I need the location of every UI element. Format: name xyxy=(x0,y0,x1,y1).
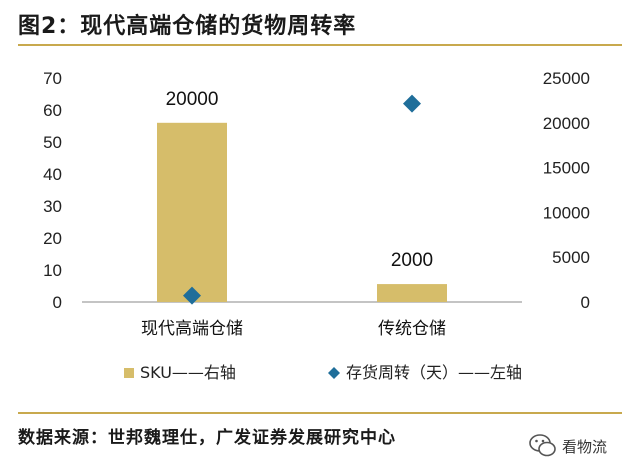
left-axis-tick-label: 60 xyxy=(43,101,62,120)
bar-data-label: 2000 xyxy=(391,250,433,271)
legend-bar-swatch xyxy=(124,368,134,378)
source-divider xyxy=(18,412,622,414)
watermark-text: 看物流 xyxy=(562,437,608,456)
bar xyxy=(377,284,447,302)
right-axis-tick-label: 10000 xyxy=(543,203,590,222)
title-divider xyxy=(18,44,622,46)
left-axis-tick-label: 30 xyxy=(43,197,62,216)
bar-data-label: 20000 xyxy=(166,89,219,110)
watermark: 看物流 xyxy=(528,432,607,460)
legend-diamond-label: 存货周转（天）——左轴 xyxy=(346,363,522,382)
left-axis-tick-label: 20 xyxy=(43,229,62,248)
left-axis-tick-label: 10 xyxy=(43,261,62,280)
right-axis-tick-label: 0 xyxy=(581,293,590,312)
right-axis-tick-label: 25000 xyxy=(543,69,590,88)
left-axis-tick-label: 40 xyxy=(43,165,62,184)
left-axis-tick-label: 0 xyxy=(53,293,62,312)
wechat-icon xyxy=(529,434,556,457)
category-label: 现代高端仓储 xyxy=(141,319,243,339)
bar xyxy=(157,122,227,302)
legend-bar-label: SKU——右轴 xyxy=(140,363,236,382)
category-label: 传统仓储 xyxy=(378,319,446,339)
source-note: 数据来源：世邦魏理仕，广发证券发展研究中心 xyxy=(18,428,396,448)
chart: 0 10 20 30 40 50 60 70 0 5000 10000 15000 20000 25000… xyxy=(43,69,590,382)
chart-title: 图2：现代高端仓储的货物周转率 xyxy=(18,14,357,39)
title-bar: 图2：现代高端仓储的货物周转率 xyxy=(0,0,640,46)
left-axis-tick-label: 70 xyxy=(43,69,62,88)
right-axis-tick-label: 5000 xyxy=(552,248,590,267)
diamond-point xyxy=(403,94,421,113)
left-axis-tick-label: 50 xyxy=(43,133,62,152)
right-axis-tick-label: 15000 xyxy=(543,159,590,178)
right-axis-tick-label: 20000 xyxy=(543,114,590,133)
legend-diamond-swatch xyxy=(328,367,340,379)
diamond-point xyxy=(183,286,201,305)
